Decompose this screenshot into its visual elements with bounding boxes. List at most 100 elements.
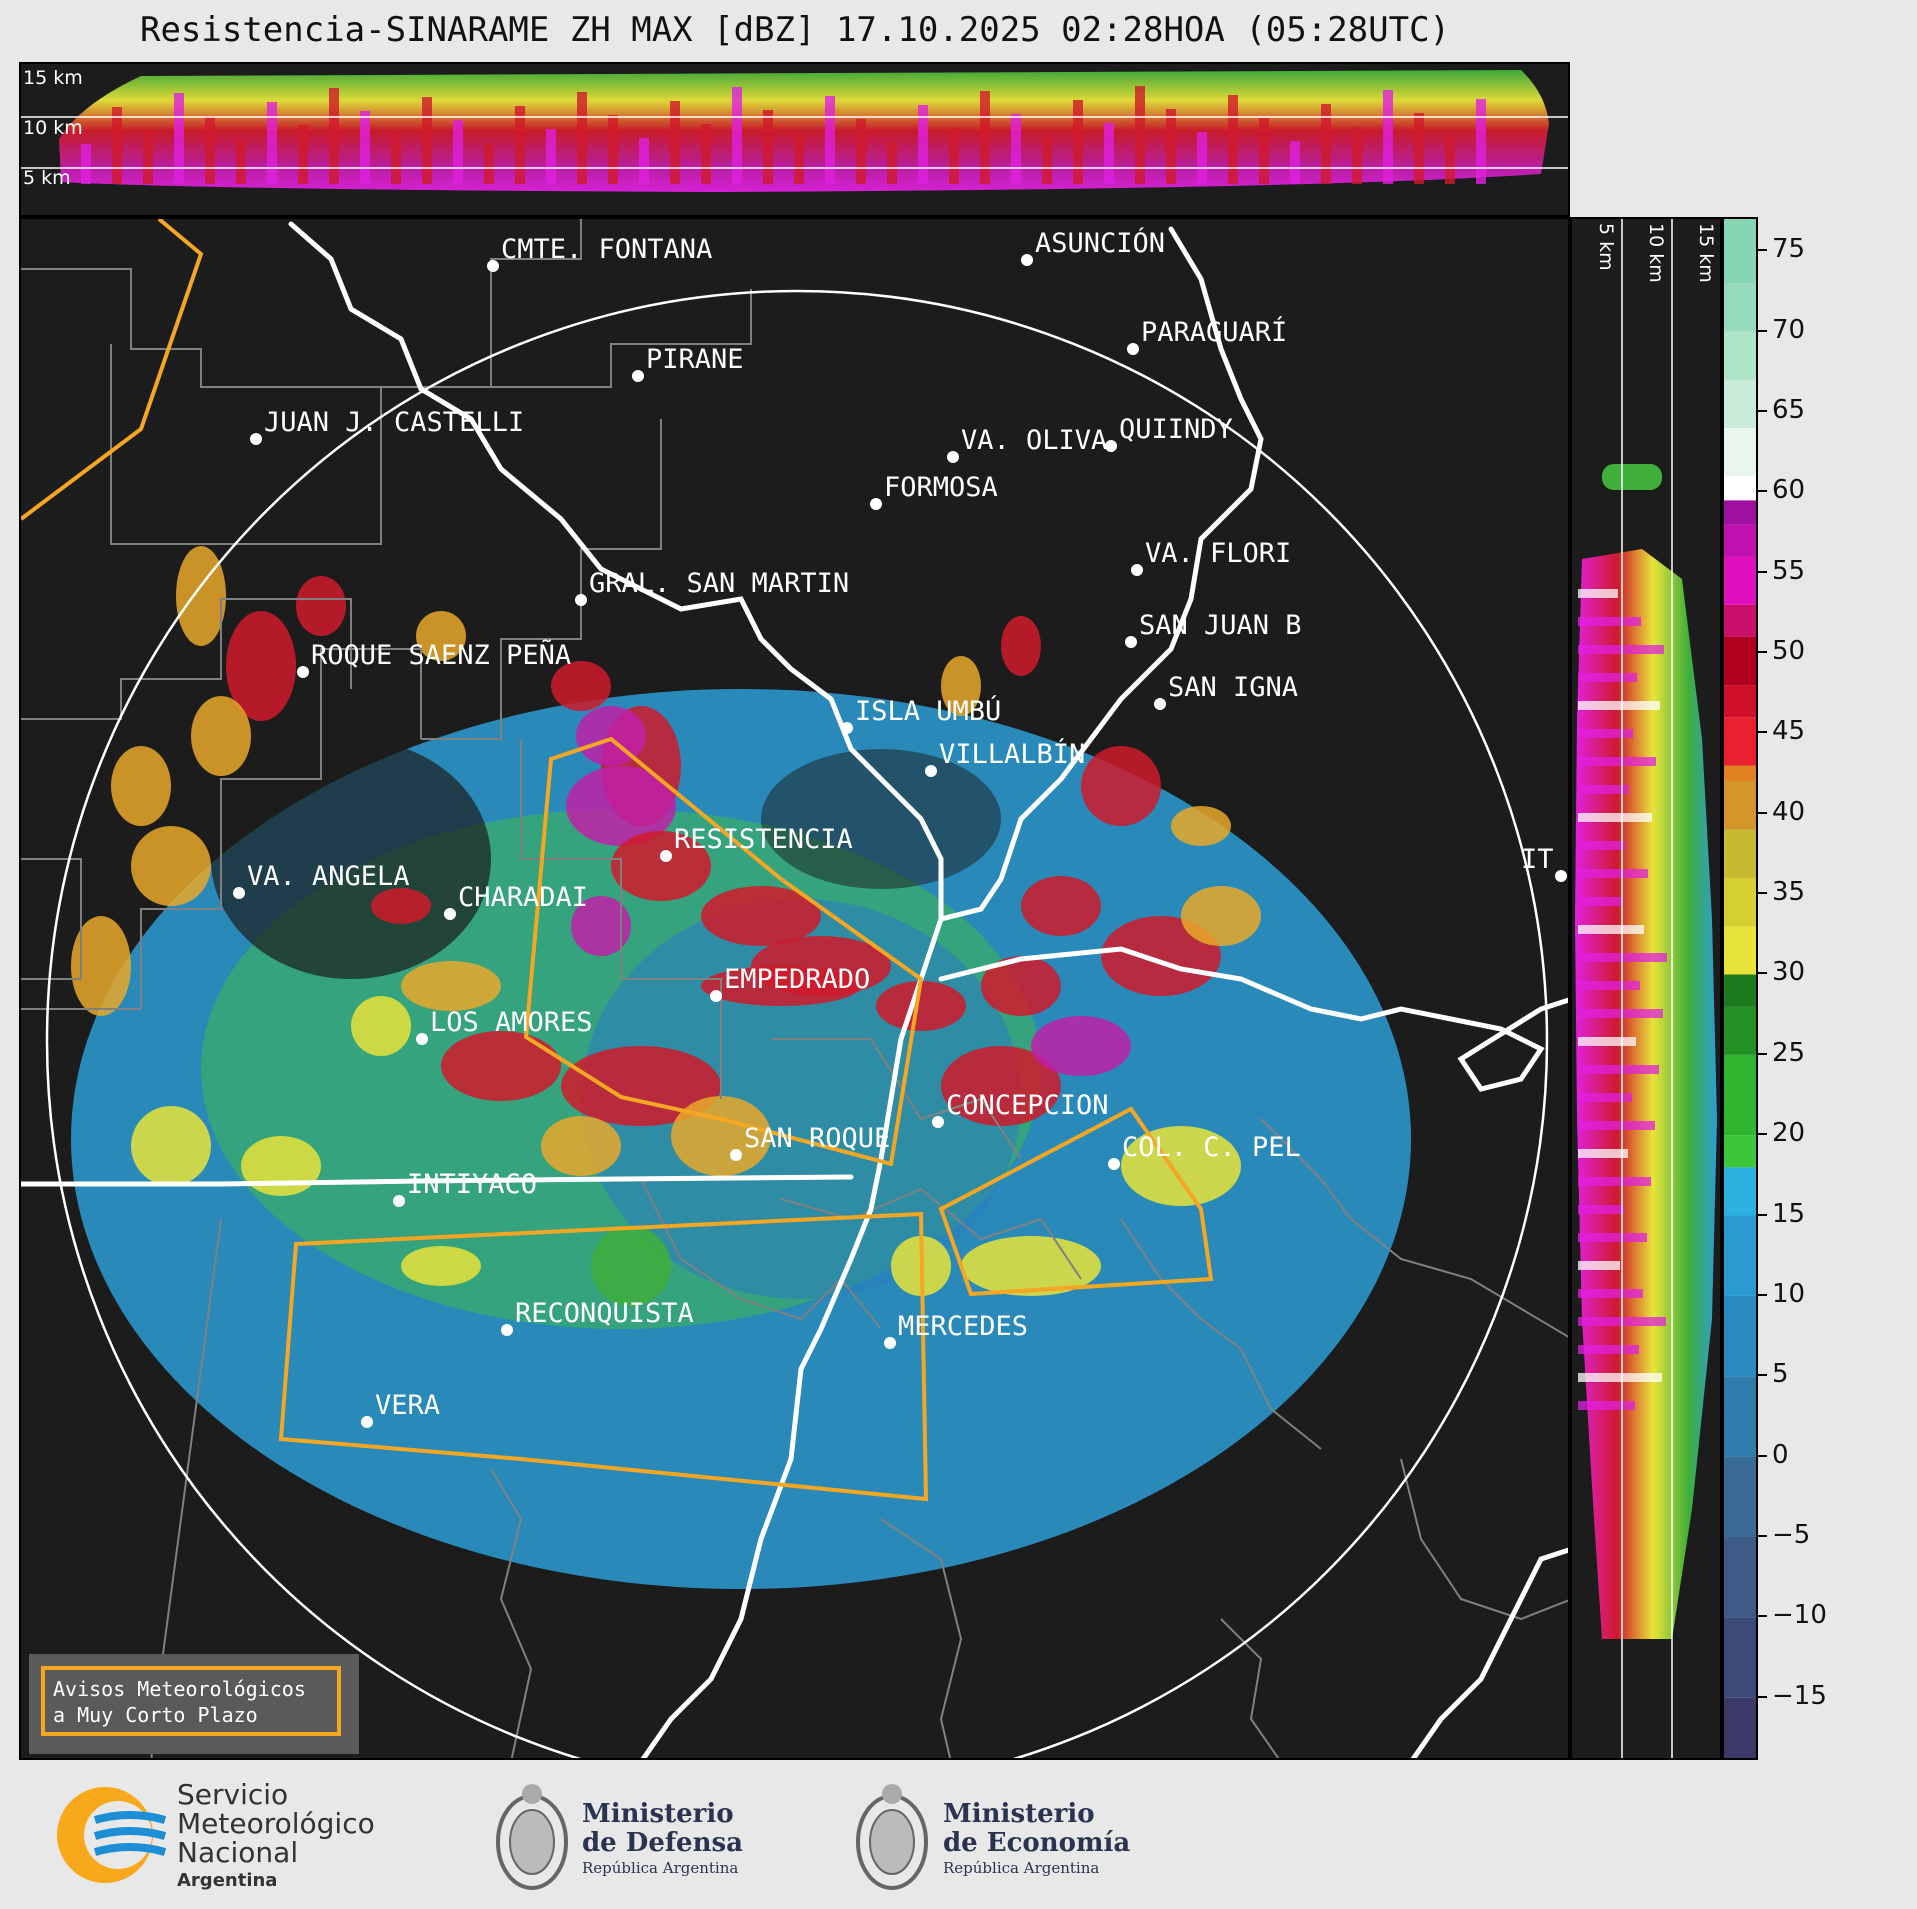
colorbar-band [1724,765,1756,782]
top-storm-column [1228,95,1238,184]
storm-cell [571,896,631,956]
top-alt-15: 15 km [23,67,83,89]
city-dot [1154,698,1166,710]
storm-cell [1001,616,1041,676]
top-storm-column [112,107,122,184]
city-marker-intiyaco: INTIYACO [393,1169,537,1207]
colorbar-band [1724,685,1756,718]
top-storm-column [205,116,215,184]
storm-cell [401,961,501,1011]
city-label: VILLALBÍN [939,738,1085,770]
top-storm-column [1259,118,1269,184]
storm-cell [296,576,346,636]
city-marker-juan-j-castelli: JUAN J. CASTELLI [250,407,524,445]
storm-cell [1181,886,1261,946]
top-storm-column [1166,109,1176,184]
top-storm-column [174,93,184,184]
warning-polygon-resistencia [523,736,924,1167]
city-label: INTIYACO [407,1169,537,1200]
storm-cell [1081,746,1161,826]
storm-cell [671,1096,771,1176]
city-dot [730,1149,742,1161]
smn-line-1: Servicio [177,1778,288,1811]
top-storm-column [670,101,680,184]
city-dot [932,1116,944,1128]
colorbar-band [1724,556,1756,605]
city-marker-los-amores: LOS AMORES [416,1007,593,1045]
city-marker-isla-umb-: ISLA UMBÚ [841,695,1001,734]
side-storm-row [1578,1037,1636,1046]
city-dot [947,451,959,463]
storm-cell [1121,1126,1241,1206]
city-label: SAN JUAN B [1139,610,1302,641]
top-storm-column [515,106,525,184]
side-storm-row [1578,1373,1662,1382]
storm-cell [111,746,171,826]
side-storm-row [1578,1177,1651,1186]
side-storm-row [1578,617,1641,626]
storm-cell [941,656,981,716]
side-alt-15: 15 km [1695,223,1717,283]
city-dot [870,498,882,510]
colorbar-band [1724,524,1756,557]
city-dot [233,887,245,899]
top-storm-column [856,119,866,184]
colorbar-band [1724,1295,1756,1377]
top-storm-column [1290,141,1300,184]
city-marker-paraguar-: PARAGUARÍ [1127,316,1287,355]
colorbar-band [1724,1215,1756,1296]
legend-box: Avisos Meteorológicos a Muy Corto Plazo [29,1654,359,1754]
side-storm-row [1578,673,1637,682]
top-storm-column [825,96,835,184]
city-marker-cmte-fontana: CMTE. FONTANA [487,234,712,272]
side-alt-10: 10 km [1645,223,1667,283]
side-storm-row [1578,645,1664,654]
top-storm-column [608,115,618,184]
side-storm-row [1578,1289,1643,1298]
city-marker-roque-saenz-pe-a: ROQUE SAENZ PEÑA [297,639,571,678]
side-echo-top [1602,464,1662,490]
storm-cell [961,1236,1101,1296]
side-storm-row [1578,701,1660,710]
city-label: VA. ANGELA [247,861,410,892]
top-cross-section-panel: 15 km 10 km 5 km [19,62,1570,217]
colorbar-tick-label: 30 [1772,957,1806,988]
echo-gap-nw [211,739,491,979]
city-label: EMPEDRADO [724,964,870,995]
city-label: LOS AMORES [430,1007,593,1038]
defensa-line-3: República Argentina [582,1859,738,1877]
city-dot [297,666,309,678]
economia-line-3: República Argentina [943,1859,1099,1877]
footer-logos: Servicio Meteorológico Nacional Argentin… [0,1762,1917,1909]
top-alt-5: 5 km [23,167,71,189]
city-marker-mercedes: MERCEDES [884,1311,1028,1349]
city-dot [416,1033,428,1045]
storm-cell [561,1046,721,1126]
city-marker-formosa: FORMOSA [870,472,998,510]
smn-line-3: Nacional [177,1836,298,1869]
city-marker-asunci-n: ASUNCIÓN [1021,227,1165,266]
legend-line-1: Avisos Meteorológicos [53,1677,306,1701]
city-marker-va-flori: VA. FLORI [1131,538,1291,576]
colorbar-tick-label: 40 [1772,796,1806,827]
colorbar-band [1724,1006,1756,1055]
top-storm-column [763,110,773,184]
city-label: IT [1521,844,1554,875]
city-dot [884,1337,896,1349]
city-label: PARAGUARÍ [1141,316,1287,348]
side-storm-row [1578,981,1640,990]
city-dot [632,370,644,382]
city-dot [1021,254,1033,266]
top-storm-column [267,102,277,184]
legend-line-2: a Muy Corto Plazo [53,1703,258,1727]
top-storm-column [298,125,308,184]
colorbar-band [1724,1054,1756,1136]
storm-cells [71,546,1261,1306]
side-storm-row [1578,897,1621,906]
top-storm-column [329,88,339,184]
colorbar-tick-label: 0 [1772,1439,1789,1470]
city-dot [1131,564,1143,576]
city-marker-empedrado: EMPEDRADO [710,964,870,1002]
colorbar-band [1724,974,1756,1007]
storm-cell [351,996,411,1056]
